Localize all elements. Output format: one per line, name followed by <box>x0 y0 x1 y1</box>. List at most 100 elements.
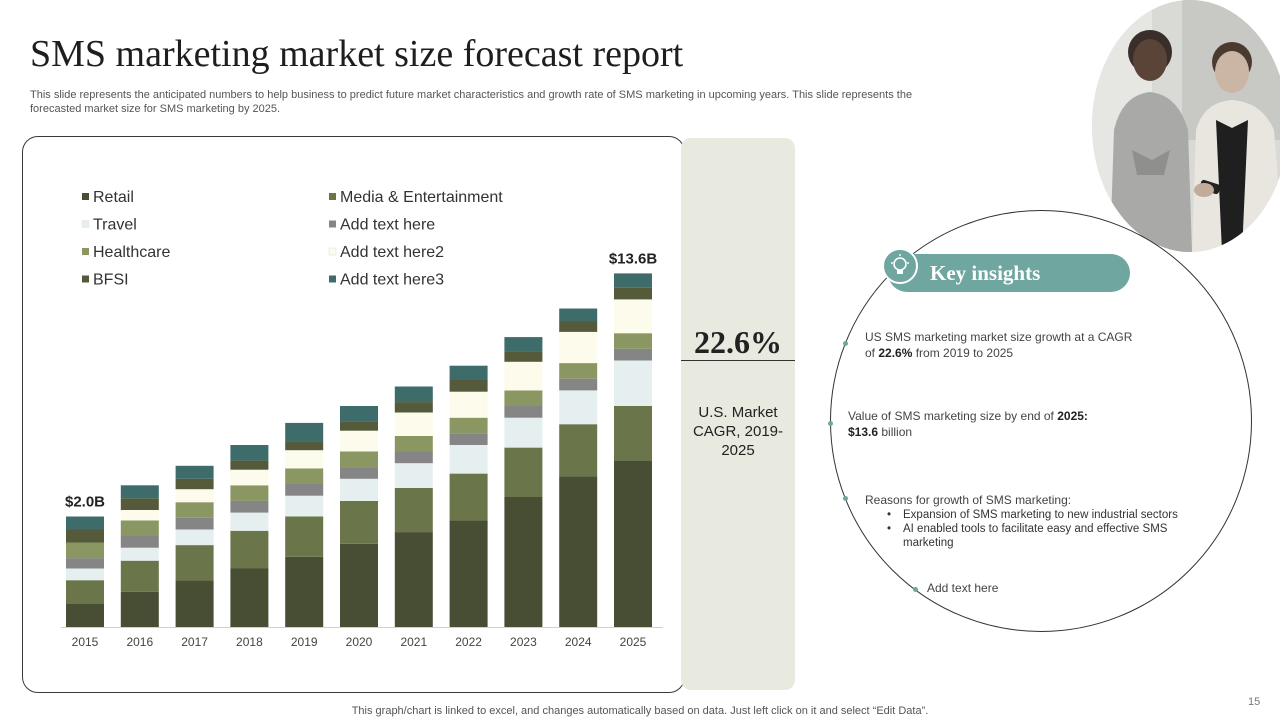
bar-2025-series-0 <box>614 460 652 627</box>
bar-2018-series-5 <box>230 469 269 486</box>
bar-2024-series-1 <box>559 424 598 477</box>
bar-2016-series-5 <box>120 510 159 521</box>
bar-2023-series-1 <box>504 447 543 497</box>
bar-2018-series-4 <box>230 485 269 501</box>
bar-2016-series-7 <box>120 485 159 499</box>
cagr-value: 22.6% <box>694 324 782 360</box>
bar-2020-series-1 <box>340 500 378 544</box>
bar-2020-series-7 <box>340 406 378 422</box>
bar-2016-series-4 <box>120 520 159 536</box>
insight-item-4: Add text here <box>927 581 999 595</box>
legend-swatch-7 <box>329 275 336 283</box>
cagr-label: U.S. Market CAGR, 2019-2025 <box>692 404 784 459</box>
bar-2020-series-5 <box>340 430 378 452</box>
page-number: 15 <box>1248 696 1261 708</box>
bar-2021-series-4 <box>394 435 433 452</box>
bar-2016-series-0 <box>120 591 159 627</box>
bar-2022-series-7 <box>449 365 488 380</box>
x-tick-label-2018: 2018 <box>236 635 263 649</box>
legend-swatch-6 <box>82 275 89 283</box>
bar-2023-series-5 <box>504 361 543 391</box>
bar-2017-series-7 <box>175 465 214 479</box>
bar-2022-series-2 <box>449 445 488 474</box>
bar-2017-series-4 <box>175 502 214 518</box>
insight-item-3: Reasons for growth of SMS marketing: <box>865 493 1072 507</box>
key-insights-heading: Key insights <box>930 261 1041 285</box>
legend-swatch-5 <box>328 247 337 256</box>
bar-2019-series-7 <box>285 422 324 442</box>
bar-2020-series-4 <box>340 451 378 468</box>
bar-2022-series-5 <box>449 391 488 418</box>
bar-2017-series-3 <box>175 517 214 530</box>
bar-2022-series-3 <box>449 433 488 445</box>
bar-2017-series-2 <box>175 529 214 546</box>
chart-panel: 2015 2016 2017 2018 2019 2020 2021 2022 2023 2024… <box>22 136 685 693</box>
x-tick-label-2022: 2022 <box>455 635 482 649</box>
bar-2021-series-2 <box>394 463 433 488</box>
bar-2016-series-6 <box>120 498 159 510</box>
bar-2024-series-5 <box>559 331 598 364</box>
bar-2015-series-3 <box>66 558 104 569</box>
bar-2019-series-0 <box>285 556 324 627</box>
bar-2025-series-1 <box>614 406 652 461</box>
bar-2018-series-2 <box>230 512 269 531</box>
insight-2-tail: billion <box>878 425 913 439</box>
bar-2016-series-1 <box>120 560 159 592</box>
legend-label-4: Healthcare <box>93 244 170 261</box>
bar-2019-series-3 <box>285 484 324 496</box>
legend-swatch-4 <box>82 248 89 255</box>
bar-2024-series-4 <box>559 363 598 379</box>
bar-2023-series-7 <box>504 337 543 352</box>
legend-label-6: BFSI <box>93 272 129 289</box>
bar-2015-series-6 <box>66 529 104 543</box>
bar-2022-series-6 <box>449 380 488 392</box>
bar-2017-series-5 <box>175 489 214 503</box>
bar-2015-series-7 <box>66 516 104 530</box>
bar-2023-series-3 <box>504 406 543 418</box>
x-tick-label-2021: 2021 <box>400 635 427 649</box>
bar-2020-series-0 <box>340 543 378 627</box>
bar-2019-series-2 <box>285 495 324 517</box>
key-insights-banner <box>888 254 1130 292</box>
insight-marker-3 <box>843 496 848 501</box>
cagr-panel: 22.6% U.S. Market CAGR, 2019-2025 <box>681 138 795 690</box>
bar-2015-series-2 <box>66 568 104 581</box>
bar-2017-series-0 <box>175 580 214 627</box>
bar-2019-series-1 <box>285 516 324 557</box>
bar-2024-series-0 <box>559 476 598 627</box>
bar-2018-series-7 <box>230 445 269 461</box>
bar-2025-series-7 <box>614 273 652 288</box>
bar-2019-series-5 <box>285 450 324 469</box>
insight-1-bold: 22.6% <box>878 346 913 360</box>
x-tick-label-2025: 2025 <box>620 635 647 649</box>
stacked-bar-chart[interactable]: 2015 2016 2017 2018 2019 2020 2021 2022 2023 2024… <box>23 137 684 692</box>
data-label-2015: $2.0B <box>65 494 105 511</box>
legend-swatch-3 <box>329 220 336 228</box>
legend-swatch-1 <box>329 193 336 200</box>
bar-2024-series-2 <box>559 390 598 425</box>
bar-2016-series-3 <box>120 536 159 548</box>
bar-2024-series-7 <box>559 308 598 322</box>
insight-2-text: Value of SMS marketing size by end of <box>848 409 1058 423</box>
insight-item-2: Value of SMS marketing size by end of 20… <box>848 408 1108 440</box>
legend-swatch-0 <box>82 193 89 200</box>
legend-swatch-2 <box>81 220 90 228</box>
bar-2023-series-6 <box>504 351 543 362</box>
insight-3-bullet-2: AI enabled tools to facilitate easy and … <box>887 522 1173 550</box>
bar-2023-series-2 <box>504 417 543 448</box>
bar-2021-series-3 <box>394 451 433 464</box>
bar-2017-series-6 <box>175 478 214 490</box>
page-subtitle: This slide represents the anticipated nu… <box>30 89 913 115</box>
cagr-divider <box>681 360 795 361</box>
bar-2022-series-4 <box>449 417 488 434</box>
bar-2020-series-3 <box>340 467 378 479</box>
bar-2021-series-0 <box>394 532 433 627</box>
bar-2025-series-2 <box>614 360 652 406</box>
bar-2021-series-5 <box>394 412 433 436</box>
insight-3-bullets: Expansion of SMS marketing to new indust… <box>887 508 1217 550</box>
x-tick-label-2020: 2020 <box>346 635 373 649</box>
insight-marker-4 <box>913 587 918 592</box>
bar-2022-series-1 <box>449 473 488 521</box>
bar-2019-series-6 <box>285 441 324 451</box>
insight-1-tail: from 2019 to 2025 <box>912 346 1014 360</box>
